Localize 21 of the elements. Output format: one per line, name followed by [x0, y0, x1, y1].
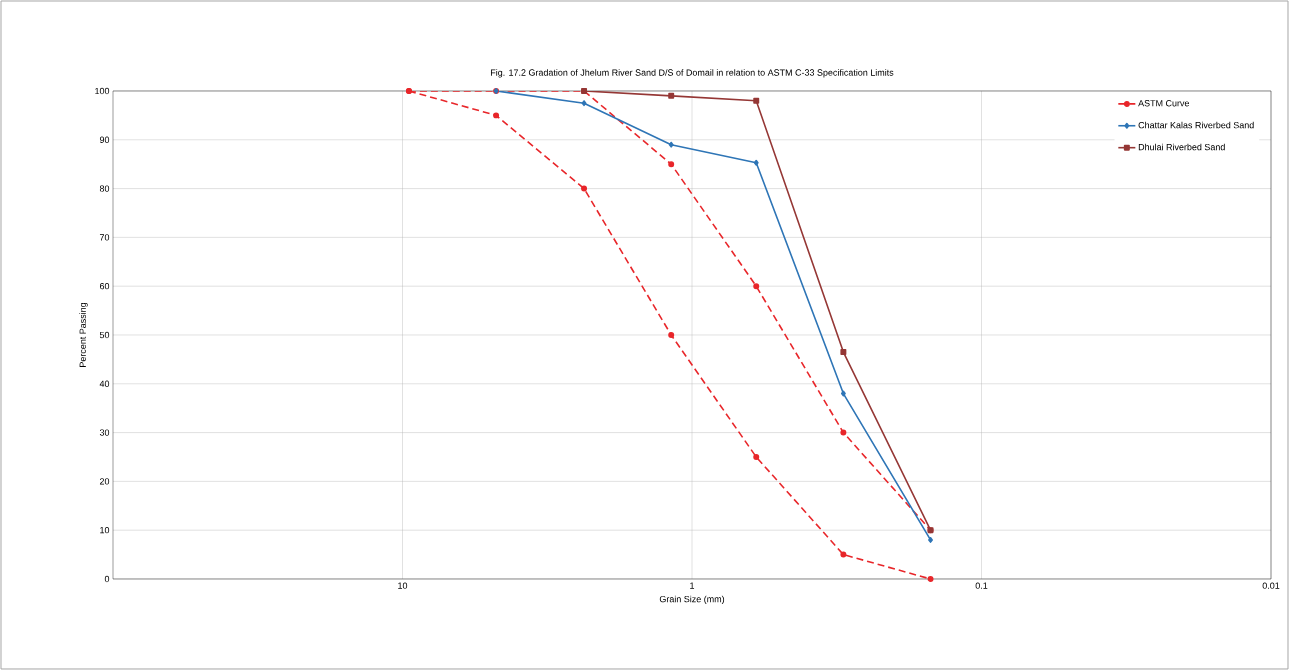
y-axis-title: Percent Passing: [79, 302, 88, 367]
y-tick-label: 100: [95, 87, 110, 95]
y-tick-label: 80: [99, 185, 110, 192]
chart-title: Fig. 17.2 Gradation of Jhelum River Sand D/S of Domail in relation to ASTM C-33 Specification Limits: [490, 69, 894, 78]
y-tick-label: 0: [104, 575, 110, 583]
y-tick-label: 30: [99, 429, 110, 436]
x-tick-label: 10: [398, 582, 408, 589]
y-tick-label: 50: [99, 331, 110, 339]
x-axis-title: Grain Size (mm): [659, 595, 725, 605]
x-tick-label: 0.1: [975, 582, 988, 589]
y-tick-label: 20: [99, 478, 110, 485]
y-tick-label: 40: [99, 380, 110, 387]
legend-label: ASTM Curve: [1138, 100, 1190, 107]
y-tick-label: 90: [99, 136, 110, 143]
y-tick-label: 10: [100, 527, 110, 534]
x-tick-label: 0.01: [1262, 582, 1280, 589]
x-tick-label: 1: [690, 582, 695, 589]
y-tick-label: 60: [99, 283, 110, 290]
y-tick-label: 70: [99, 234, 110, 241]
legend-label: Dhulai Riverbed Sand: [1138, 143, 1225, 151]
legend-label: Chattar Kalas Riverbed Sand: [1138, 121, 1254, 129]
